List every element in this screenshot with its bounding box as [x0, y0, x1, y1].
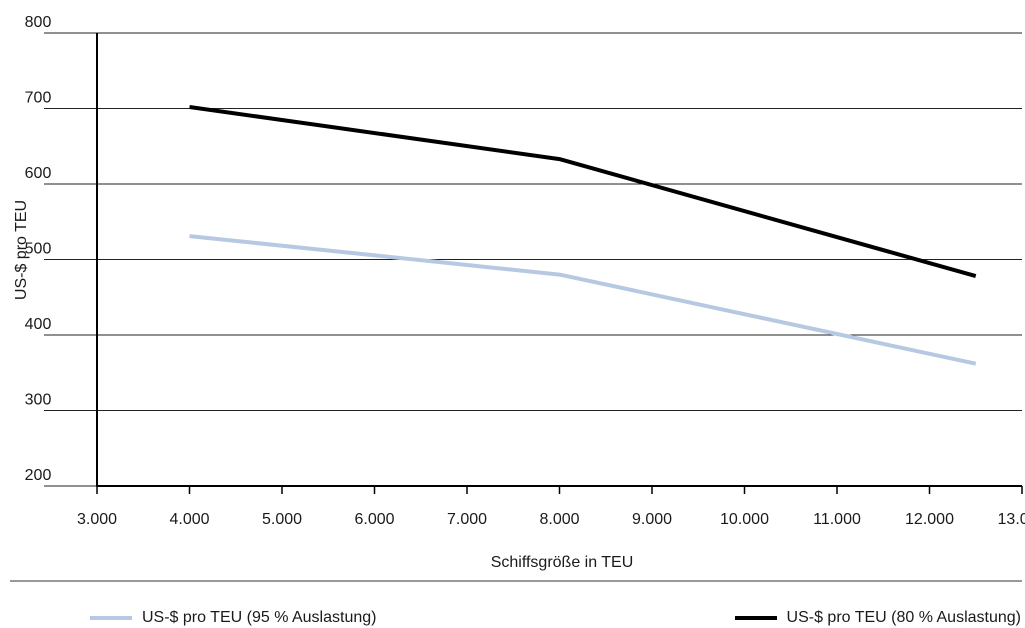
- y-tick-label-500: 500: [25, 241, 52, 258]
- y-tick-label-300: 300: [25, 392, 52, 409]
- y-tick-label-700: 700: [25, 90, 52, 107]
- y-axis-label: US-$ pro TEU: [13, 200, 30, 300]
- x-tick-label-6000: 6.000: [354, 511, 394, 528]
- legend-label-80: US-$ pro TEU (80 % Auslastung): [786, 609, 1021, 626]
- x-tick-label-13000: 13.000: [998, 511, 1025, 528]
- legend-item-95: US-$ pro TEU (95 % Auslastung): [90, 608, 376, 628]
- x-axis-label: Schiffsgröße in TEU: [491, 554, 634, 571]
- series-line-1: [189, 234, 977, 366]
- x-tick-labels: 3.000 4.000 5.000 6.000 7.000 8.000 9.000 10.00…: [77, 486, 1025, 528]
- x-tick-label-3000: 3.000: [77, 511, 117, 528]
- x-tick-label-4000: 4.000: [169, 511, 209, 528]
- x-tick-label-9000: 9.000: [632, 511, 672, 528]
- y-tick-label-200: 200: [25, 467, 52, 484]
- x-tick-label-7000: 7.000: [447, 511, 487, 528]
- legend-swatch-95: [90, 616, 132, 620]
- y-tick-label-400: 400: [25, 316, 52, 333]
- x-tick-label-11000: 11.000: [813, 511, 861, 528]
- y-tick-labels: 200 300 400 500 600 700 800: [25, 14, 52, 484]
- gridlines: [44, 32, 1022, 487]
- x-tick-label-10000: 10.000: [720, 511, 769, 528]
- legend-label-95: US-$ pro TEU (95 % Auslastung): [142, 609, 377, 626]
- y-tick-label-800: 800: [25, 14, 52, 31]
- x-tick-label-12000: 12.000: [905, 511, 954, 528]
- x-tick-label-8000: 8.000: [539, 511, 579, 528]
- legend-item-80: US-$ pro TEU (80 % Auslastung): [734, 608, 1021, 628]
- series-lines: [189, 105, 977, 366]
- y-tick-label-600: 600: [25, 165, 52, 182]
- series-line-2: [189, 105, 977, 279]
- x-tick-label-5000: 5.000: [262, 511, 302, 528]
- legend-swatch-80: [734, 616, 777, 620]
